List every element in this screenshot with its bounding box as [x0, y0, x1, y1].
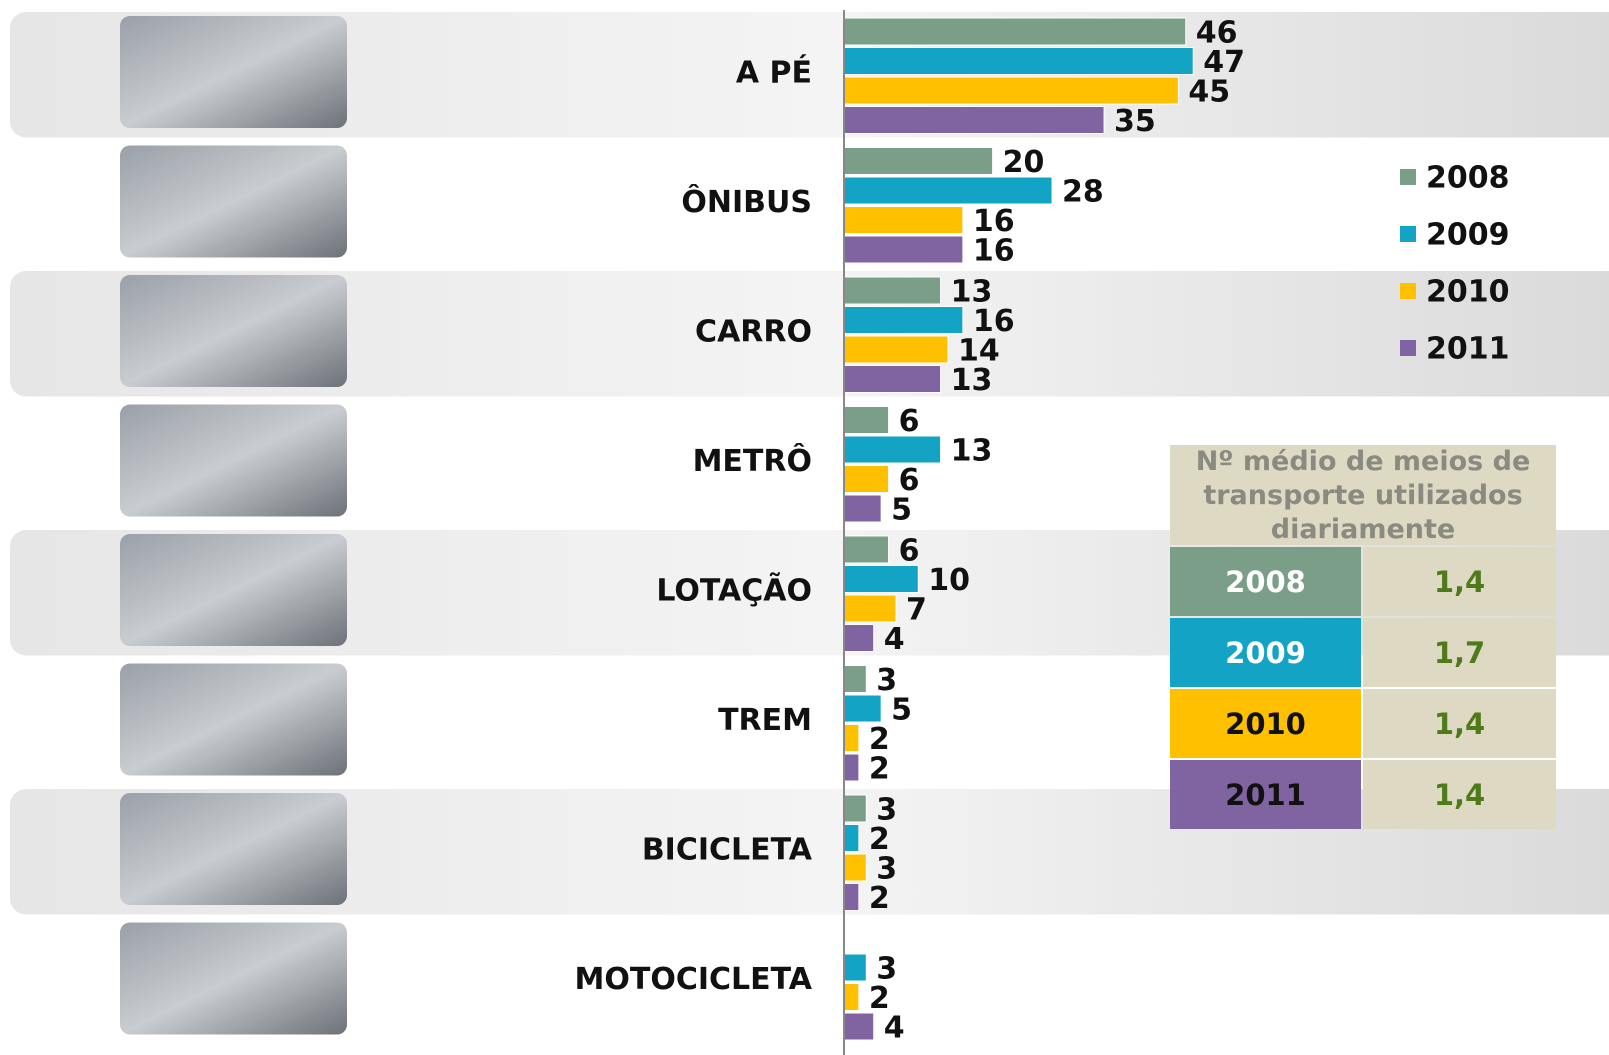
value-label: 5 [891, 493, 912, 528]
bar [844, 795, 866, 822]
category-label: A PÉ [736, 55, 812, 91]
bar [844, 595, 896, 622]
category-label: MOTOCICLETA [575, 962, 813, 997]
bar [844, 695, 881, 722]
bar [844, 236, 963, 263]
value-label: 13 [951, 363, 993, 398]
value-label: 20 [1003, 145, 1045, 180]
bar [844, 366, 941, 393]
value-label: 6 [899, 534, 920, 569]
bar [844, 495, 881, 522]
year-cell: 2010 [1170, 689, 1361, 758]
legend-label: 2011 [1426, 332, 1510, 367]
legend-label: 2009 [1426, 218, 1510, 253]
value-label: 13 [951, 434, 993, 469]
value-cell: 1,4 [1363, 689, 1556, 758]
bar [844, 1013, 874, 1040]
bar [844, 825, 859, 852]
bar [844, 307, 963, 334]
legend-swatch [1400, 226, 1416, 242]
photo [120, 146, 347, 258]
legend-swatch [1400, 169, 1416, 185]
legend-label: 2008 [1426, 161, 1510, 196]
value-cell: 1,4 [1363, 760, 1556, 829]
bar [844, 854, 866, 881]
page: A PÉ46474535ÔNIBUS20281616CARRO13161413M… [0, 0, 1609, 1055]
photo [120, 793, 347, 905]
bar [844, 177, 1052, 204]
category-label: CARRO [695, 315, 812, 350]
bar [844, 466, 889, 493]
value-cell: 1,7 [1363, 618, 1556, 687]
photo [120, 405, 347, 517]
value-label: 4 [884, 1011, 905, 1046]
photo [120, 923, 347, 1035]
bar [844, 536, 889, 563]
bar [844, 754, 859, 781]
bar [844, 407, 889, 434]
value-label: 5 [891, 693, 912, 728]
bar [844, 884, 859, 911]
bar [844, 666, 866, 693]
category-label: LOTAÇÃO [656, 572, 812, 609]
photo [120, 534, 347, 646]
value-label: 6 [899, 404, 920, 439]
year-cell: 2008 [1170, 547, 1361, 616]
value-cell: 1,4 [1363, 547, 1556, 616]
value-label: 35 [1114, 104, 1156, 139]
bar [844, 18, 1186, 45]
summary-table: Nº médio de meios de transporte utilizad… [1170, 445, 1556, 829]
bar [844, 207, 963, 234]
bar [844, 436, 941, 463]
value-label: 2 [869, 881, 890, 916]
legend-label: 2010 [1426, 275, 1510, 310]
photo [120, 664, 347, 776]
bar [844, 725, 859, 752]
year-cell: 2009 [1170, 618, 1361, 687]
value-label: 45 [1188, 75, 1230, 110]
bar [844, 566, 918, 593]
category-label: ÔNIBUS [681, 183, 812, 220]
bar [844, 277, 941, 304]
category-label: METRÔ [693, 442, 812, 479]
value-label: 10 [928, 563, 970, 598]
table-title: Nº médio de meios de transporte utilizad… [1170, 445, 1556, 545]
category-label: BICICLETA [642, 833, 813, 868]
bar [844, 625, 874, 652]
photo [120, 275, 347, 387]
value-label: 16 [973, 234, 1015, 269]
bar [844, 984, 859, 1011]
bar [844, 107, 1104, 134]
category-label: TREM [718, 703, 812, 738]
bar [844, 48, 1193, 75]
year-cell: 2011 [1170, 760, 1361, 829]
bar [844, 148, 993, 175]
photo [120, 16, 347, 128]
bar [844, 77, 1178, 104]
legend-swatch [1400, 283, 1416, 299]
value-label: 2 [869, 752, 890, 787]
value-label: 4 [884, 622, 905, 657]
value-label: 7 [906, 593, 927, 628]
value-label: 28 [1062, 175, 1104, 210]
legend-swatch [1400, 340, 1416, 356]
bar [844, 954, 866, 981]
bar [844, 336, 948, 363]
